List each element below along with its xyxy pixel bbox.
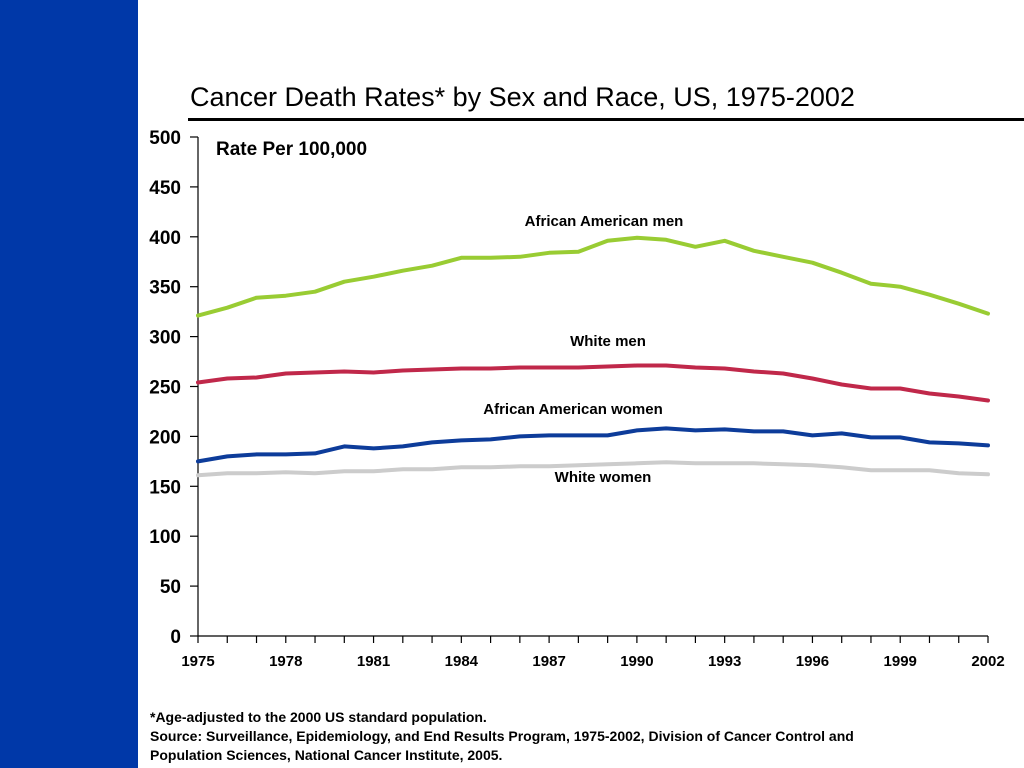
series-line <box>196 460 990 478</box>
series-lines <box>196 235 990 478</box>
series-label: African American women <box>483 401 663 418</box>
y-tick-label: 100 <box>149 527 181 548</box>
x-tick-label: 1996 <box>796 653 829 670</box>
y-tick-label: 50 <box>160 577 181 598</box>
series-label: White women <box>555 469 652 486</box>
x-tick-label: 2002 <box>971 653 1004 670</box>
x-axis: 1975 1978 1981 1984 1987 1990 1993 1996 1999 2002 <box>181 635 1005 670</box>
series-line <box>196 235 990 318</box>
footnote-line: Population Sciences, National Cancer Ins… <box>150 747 503 763</box>
x-tick-label: 1981 <box>357 653 390 670</box>
x-tick-label: 1987 <box>532 653 565 670</box>
y-tick-label: 150 <box>149 477 181 498</box>
title-underline <box>188 118 1024 121</box>
y-tick-label: 250 <box>149 378 181 399</box>
series-line <box>196 363 990 403</box>
slide-title: Cancer Death Rates* by Sex and Race, US,… <box>190 82 855 112</box>
y-axis: 0 50 100 150 200 250 300 350 400 450 500 <box>149 128 199 648</box>
x-tick-label: 1984 <box>445 653 479 670</box>
y-tick-label: 300 <box>149 328 181 349</box>
y-tick-label: 500 <box>149 128 181 149</box>
x-tick-label: 1999 <box>884 653 917 670</box>
sidebar-band <box>0 0 138 768</box>
series-label: White men <box>570 333 646 350</box>
x-tick-label: 1975 <box>181 653 214 670</box>
y-axis-label: Rate Per 100,000 <box>216 139 367 160</box>
series-line <box>196 426 990 464</box>
x-tick-label: 1978 <box>269 653 302 670</box>
footnote: *Age-adjusted to the 2000 US standard po… <box>150 708 1010 765</box>
y-tick-label: 350 <box>149 278 181 299</box>
y-tick-label: 450 <box>149 178 181 199</box>
x-tick-label: 1993 <box>708 653 741 670</box>
y-tick-label: 200 <box>149 427 181 448</box>
series-label: African American men <box>525 213 684 230</box>
footnote-line: *Age-adjusted to the 2000 US standard po… <box>150 709 487 725</box>
footnote-line: Source: Surveillance, Epidemiology, and … <box>150 728 854 744</box>
series-labels: African American men White men African Ame… <box>483 213 683 486</box>
y-tick-label: 400 <box>149 228 181 249</box>
y-tick-label: 0 <box>170 627 181 648</box>
x-tick-label: 1990 <box>620 653 653 670</box>
